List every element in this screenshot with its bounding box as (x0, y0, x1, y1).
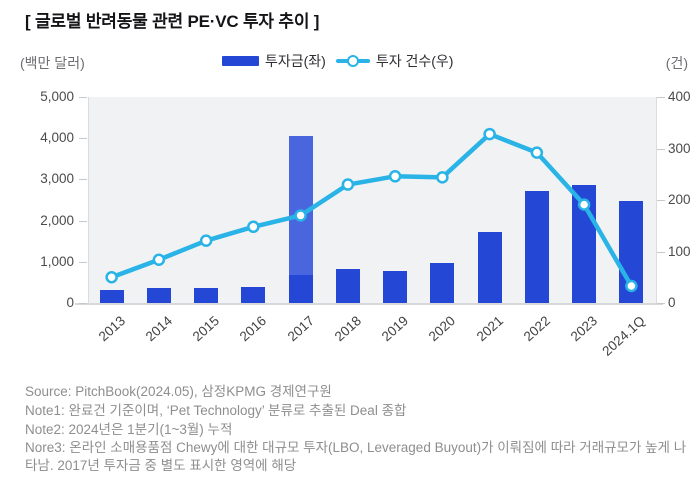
x-axis-label-2016: 2016 (237, 313, 270, 345)
legend-bar-label: 투자금(좌) (265, 53, 326, 69)
left-axis-tick-label: 4,000 (40, 130, 74, 146)
bar-2015 (194, 288, 219, 303)
right-axis-tick (657, 303, 665, 304)
legend-item-line: 투자 건수(우) (335, 51, 454, 71)
note-2: Note2: 2024년은 1분기(1~3월) 누적 (25, 421, 233, 437)
line-swatch-marker-icon (346, 55, 359, 67)
left-axis-tick (79, 97, 87, 98)
x-axis-label-2024.1Q: 2024.1Q (598, 313, 648, 359)
bar-2017-highlight (288, 136, 313, 275)
bar-series-swatch (222, 56, 259, 66)
left-axis-tick-label: 1,000 (40, 253, 74, 269)
right-axis-tick-label: 0 (668, 295, 676, 310)
bar-2016 (241, 287, 266, 303)
right-axis-tick (657, 251, 665, 253)
note-3: Nore3: 온라인 소매용품점 Chewy에 대한 대규모 투자(LBO, L… (25, 440, 687, 474)
x-axis-label-2021: 2021 (473, 313, 506, 345)
left-axis-tick (79, 303, 87, 304)
x-axis-label-2019: 2019 (378, 313, 412, 345)
bar-2019 (383, 271, 408, 303)
left-axis-tick (79, 220, 87, 222)
bar-2014 (146, 288, 171, 303)
right-axis-tick (657, 148, 665, 150)
left-axis-tick-label: 5,000 (40, 89, 74, 104)
page-title: [ 글로벌 반려동물 관련 PE·VC 투자 추이 ] (25, 12, 320, 31)
bar-2018 (335, 268, 360, 303)
left-axis-tick-label: 2,000 (40, 212, 74, 228)
left-axis-tick-label: 0 (66, 295, 74, 310)
bar-2022 (524, 190, 549, 303)
x-axis-label-2020: 2020 (426, 313, 459, 345)
source-note: Source: PitchBook(2024.05), 삼정KPMG 경제연구원 (25, 384, 332, 399)
x-axis-label-2017: 2017 (284, 313, 317, 345)
note-1: Note1: 완료건 기준이며, ‘Pet Technology’ 분류로 추출… (25, 402, 407, 418)
x-axis-label-2022: 2022 (520, 313, 553, 345)
chart-legend: 투자금(좌) 투자 건수(우) (222, 51, 453, 71)
right-axis-tick-label: 200 (668, 192, 691, 207)
left-axis-unit-label: (백만 달러) (20, 55, 85, 71)
bar-2021 (477, 231, 502, 303)
left-axis-tick (79, 261, 87, 263)
x-axis-label-2013: 2013 (95, 313, 128, 345)
line-series-swatch (335, 55, 370, 67)
right-axis-tick-label: 400 (668, 89, 691, 104)
bar-2020 (430, 263, 455, 303)
bar-2017-base (288, 274, 313, 303)
right-axis-unit-label: (건) (665, 55, 688, 71)
legend-line-label: 투자 건수(우) (375, 53, 454, 69)
bar-2024.1Q (619, 200, 644, 303)
right-axis-tick (657, 200, 665, 201)
left-axis-tick-label: 3,000 (40, 171, 74, 187)
bar-2013 (99, 290, 124, 303)
x-axis-label-2014: 2014 (142, 313, 175, 345)
x-axis-label-2015: 2015 (189, 313, 223, 345)
right-axis-tick-label: 300 (668, 140, 691, 156)
x-axis-line (75, 303, 663, 305)
footer-notes: Source: PitchBook(2024.05), 삼정KPMG 경제연구원… (25, 383, 687, 476)
right-axis-tick-label: 100 (668, 243, 691, 259)
right-axis-tick (657, 97, 665, 98)
bar-2023 (572, 185, 597, 303)
left-axis-tick (79, 138, 87, 140)
x-axis-label-2023: 2023 (567, 313, 601, 345)
left-axis-tick (79, 179, 87, 181)
legend-item-bar: 투자금(좌) (222, 51, 326, 71)
x-axis-label-2018: 2018 (331, 313, 364, 345)
